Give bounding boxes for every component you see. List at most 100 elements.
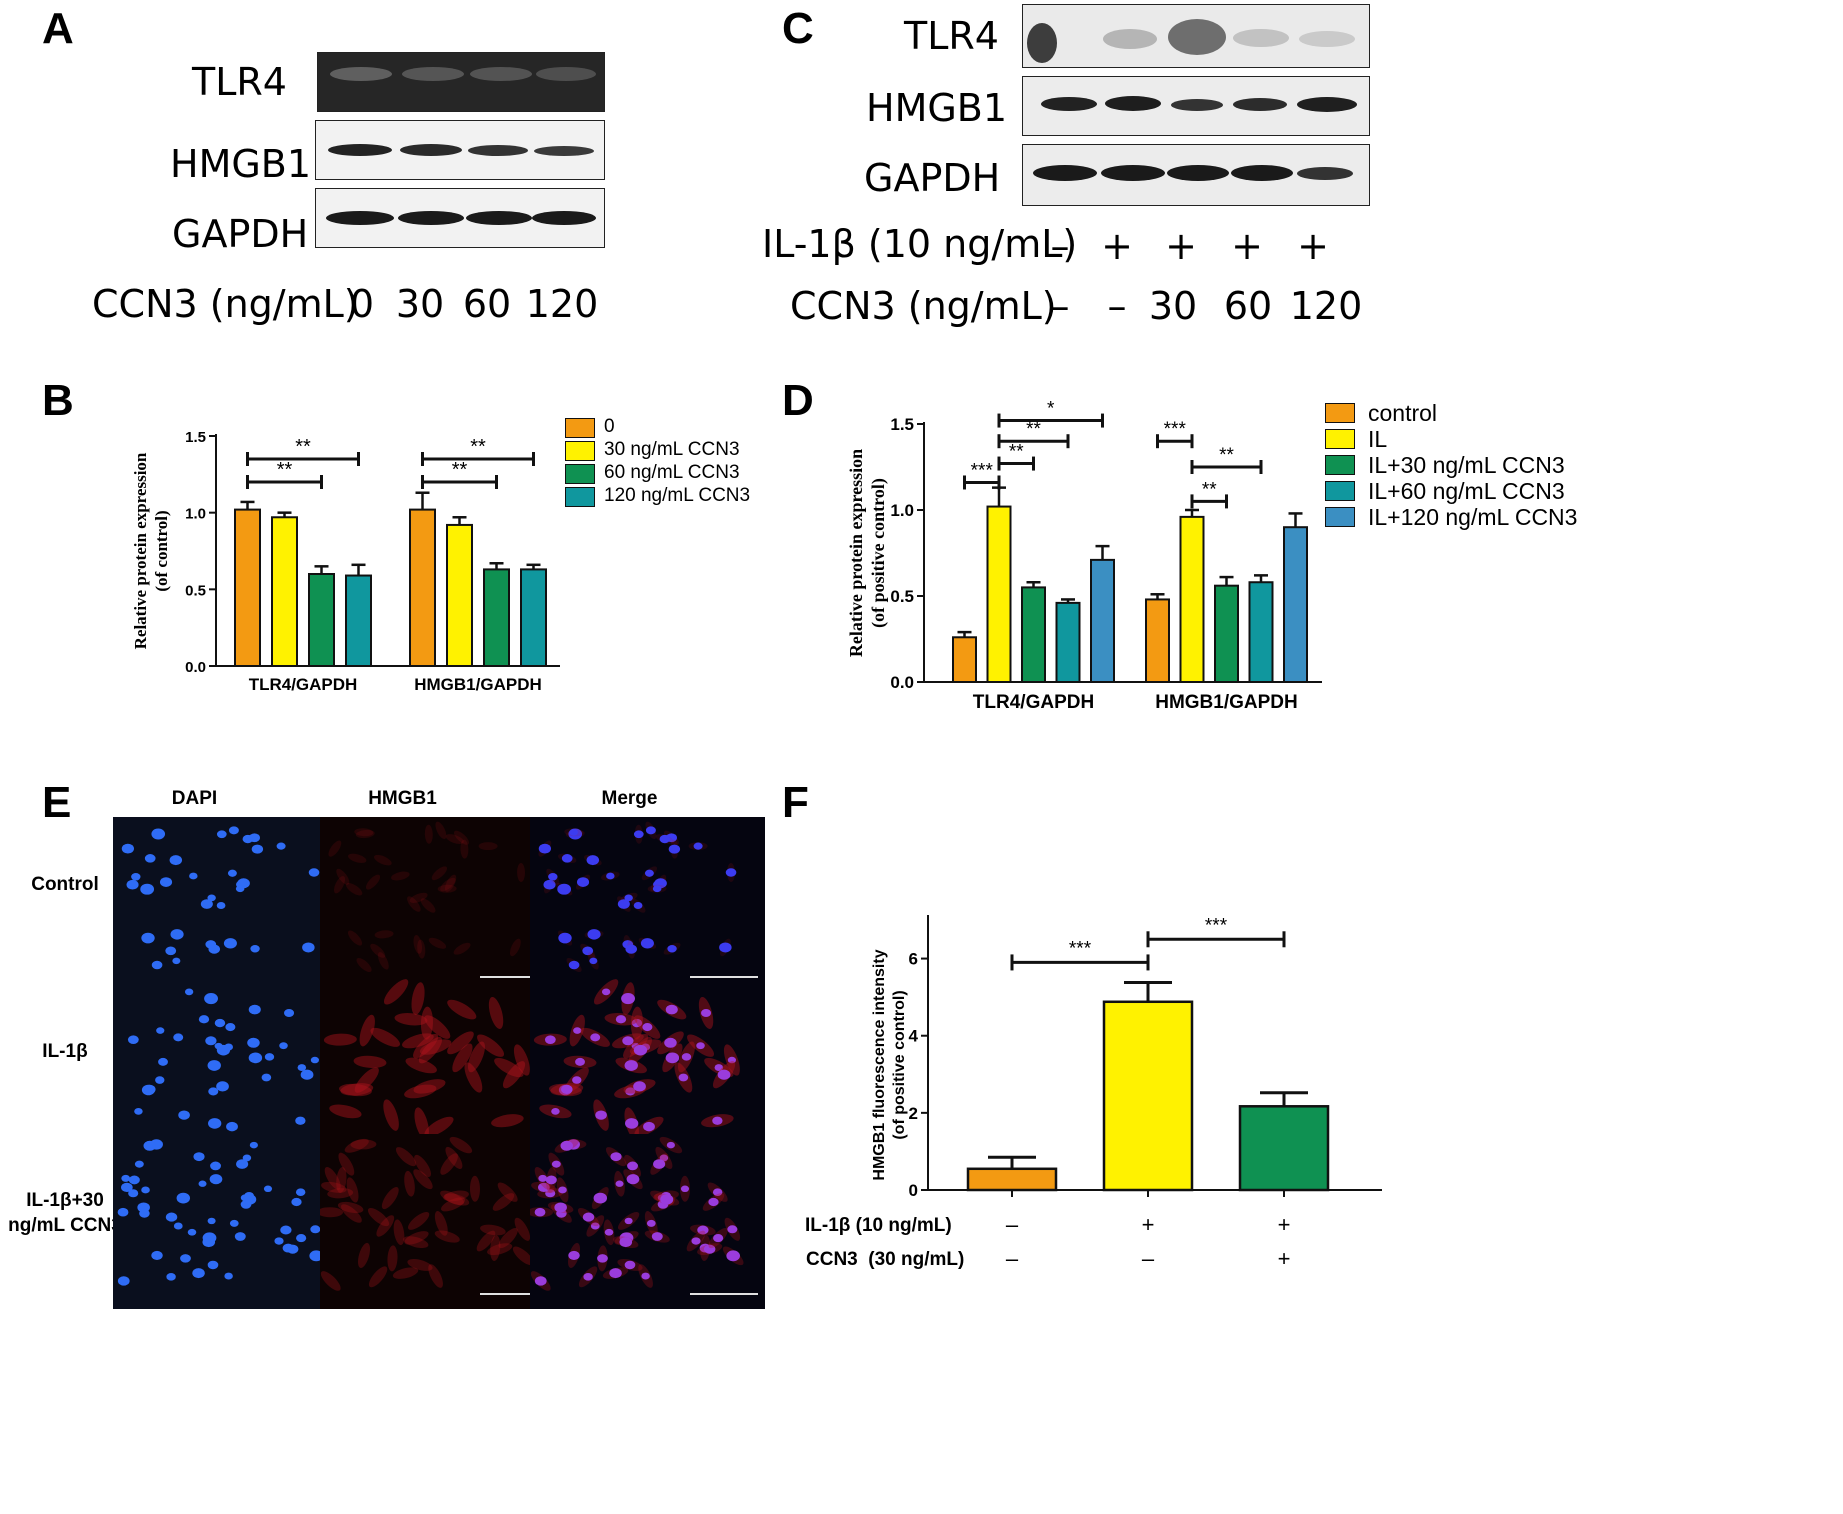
blot-band (532, 211, 596, 225)
cytoplasm-signal (407, 1211, 430, 1230)
nucleus (200, 899, 213, 909)
nucleus (309, 1250, 323, 1262)
nucleus (140, 883, 155, 895)
blot-band (328, 144, 392, 156)
nucleus (621, 993, 635, 1005)
if-image-merge (530, 978, 765, 1153)
if-image-canvas (121, 826, 320, 970)
nucleus (210, 1161, 221, 1171)
nucleus (121, 1182, 133, 1193)
if-image-canvas (320, 1136, 548, 1295)
nucleus (643, 1121, 655, 1132)
y-tick-label: 0.0 (890, 673, 914, 692)
blot-a-row-label: GAPDH (172, 212, 309, 256)
nucleus (561, 854, 573, 863)
nucleus (208, 1087, 219, 1096)
nucleus (180, 1254, 191, 1263)
nucleus (198, 1015, 210, 1024)
chart-f-row-value: + (1141, 1212, 1155, 1237)
nucleus (165, 1212, 178, 1222)
y-tick-label: 0 (909, 1181, 918, 1200)
cytoplasm-signal (480, 1224, 506, 1236)
nucleus (619, 1237, 633, 1248)
cytoplasm-signal (324, 1166, 341, 1190)
nucleus (144, 1084, 156, 1094)
nucleus (545, 1175, 557, 1185)
cytoplasm-signal (367, 1208, 390, 1227)
cytoplasm-signal (383, 1099, 399, 1131)
nucleus (310, 1056, 320, 1064)
cytoplasm-signal (445, 834, 464, 845)
blot-band (326, 211, 394, 225)
cytoplasm-signal (488, 996, 504, 1029)
nucleus (264, 1053, 275, 1061)
if-image-hmgb1 (320, 978, 555, 1153)
nucleus (207, 1060, 221, 1071)
cytoplasm-signal (404, 1231, 429, 1245)
significance-label: ** (1202, 479, 1217, 500)
nucleus (134, 1160, 144, 1168)
nucleus (224, 1272, 233, 1280)
if-row-label: Control (31, 874, 99, 895)
cytoplasm-signal (414, 1154, 431, 1178)
cytoplasm-signal (407, 1259, 433, 1271)
blot-band (534, 146, 594, 156)
nucleus (173, 1033, 184, 1042)
cytoplasm-signal (409, 892, 428, 904)
nucleus (205, 1036, 217, 1046)
cytoplasm-signal (498, 1228, 518, 1249)
cytoplasm-signal (476, 1230, 496, 1252)
nucleus (295, 1188, 306, 1197)
cytoplasm-signal (443, 1190, 469, 1202)
if-image-canvas (323, 979, 548, 1140)
bar (966, 1167, 1058, 1192)
nucleus (235, 885, 245, 893)
nucleus (543, 879, 556, 890)
cytoplasm-signal (440, 1153, 458, 1175)
y-tick-label: 6 (909, 950, 918, 969)
cytoplasm-signal (339, 1083, 372, 1097)
legend-d-swatch (1325, 455, 1355, 475)
nucleus (660, 1194, 674, 1205)
nucleus (296, 1234, 307, 1243)
chart-f-row-value: – (1005, 1246, 1019, 1271)
nucleus (590, 1033, 601, 1042)
nucleus (274, 1237, 284, 1245)
nucleus (627, 1161, 638, 1171)
nucleus (538, 843, 552, 854)
nucleus (587, 929, 601, 940)
nucleus (249, 1141, 258, 1149)
nucleus (295, 1116, 306, 1125)
nucleus (214, 1018, 226, 1028)
nucleus (646, 1219, 656, 1227)
nucleus (651, 1232, 663, 1241)
nucleus (251, 844, 264, 854)
nucleus (691, 1237, 701, 1245)
nucleus (641, 1272, 650, 1280)
nucleus (625, 944, 638, 954)
panel-letter-e: E (42, 778, 72, 827)
cytoplasm-signal (490, 1235, 501, 1262)
blot-c-ccn3-value: 30 (1148, 284, 1198, 328)
cytoplasm-signal (444, 874, 457, 892)
x-category-label: TLR4/GAPDH (973, 692, 1094, 713)
nucleus (727, 1225, 738, 1234)
nucleus (216, 902, 226, 909)
y-axis-title-line: Relative protein expression (131, 452, 150, 649)
nucleus (712, 1116, 723, 1125)
blot-a-condition-value: 0 (349, 282, 375, 326)
cytoplasm-signal (424, 824, 433, 844)
nucleus (561, 1084, 573, 1094)
cytoplasm-signal (512, 1246, 534, 1266)
blot-a-condition-value: 30 (395, 282, 445, 326)
nucleus (228, 826, 239, 835)
panel-letter-f: F (782, 778, 809, 827)
nucleus (678, 1073, 689, 1082)
cytoplasm-signal (487, 1243, 513, 1256)
cytoplasm-signal (444, 1193, 470, 1206)
cytoplasm-signal (359, 1014, 375, 1047)
nucleus (242, 834, 254, 844)
nucleus (117, 1207, 129, 1217)
bar (1021, 586, 1046, 683)
